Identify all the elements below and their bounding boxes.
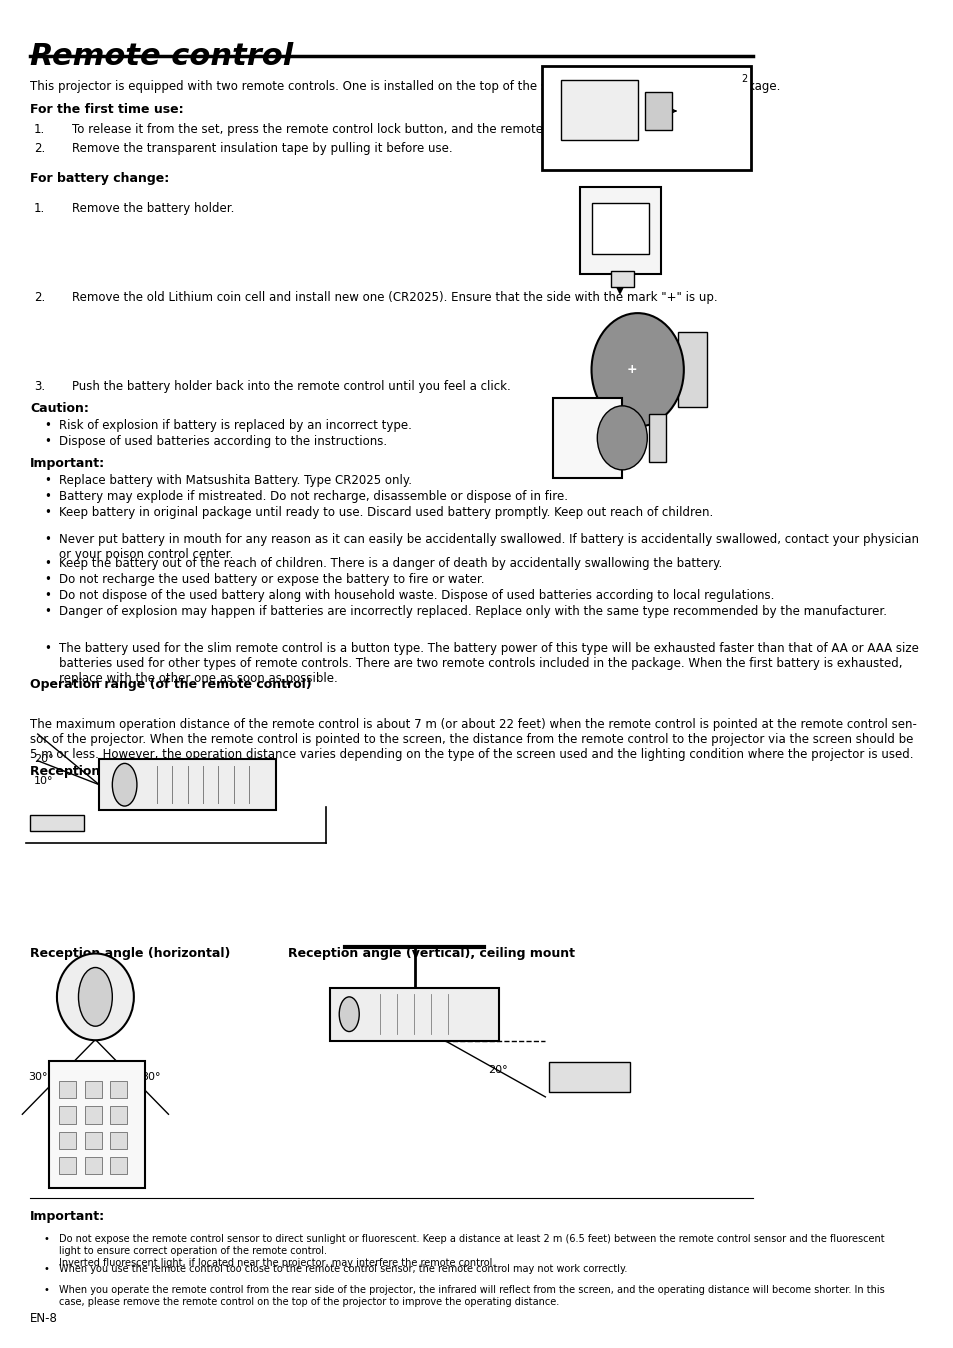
- Text: •: •: [44, 435, 51, 448]
- FancyBboxPatch shape: [59, 1107, 76, 1124]
- FancyBboxPatch shape: [110, 1157, 127, 1174]
- Text: •: •: [44, 1263, 50, 1274]
- FancyBboxPatch shape: [560, 81, 637, 140]
- Text: Remove the old Lithium coin cell and install new one (CR2025). Ensure that the s: Remove the old Lithium coin cell and ins…: [72, 291, 718, 305]
- Text: Do not dispose of the used battery along with household waste. Dispose of used b: Do not dispose of the used battery along…: [59, 589, 774, 601]
- FancyBboxPatch shape: [50, 1061, 145, 1188]
- Text: •: •: [44, 573, 51, 585]
- FancyBboxPatch shape: [579, 187, 660, 274]
- FancyBboxPatch shape: [110, 1107, 127, 1124]
- Text: Reception angle (horizontal): Reception angle (horizontal): [30, 948, 231, 961]
- Text: •: •: [44, 557, 51, 570]
- FancyBboxPatch shape: [649, 414, 665, 462]
- Text: 2.: 2.: [33, 142, 45, 155]
- Circle shape: [78, 968, 112, 1026]
- FancyBboxPatch shape: [85, 1107, 101, 1124]
- Text: •: •: [44, 532, 51, 546]
- Text: Danger of explosion may happen if batteries are incorrectly replaced. Replace on: Danger of explosion may happen if batter…: [59, 605, 886, 617]
- Ellipse shape: [57, 953, 133, 1041]
- Text: 20°: 20°: [487, 1065, 507, 1076]
- Text: Replace battery with Matsushita Battery. Type CR2025 only.: Replace battery with Matsushita Battery.…: [59, 474, 412, 487]
- Circle shape: [112, 763, 137, 806]
- FancyBboxPatch shape: [59, 1081, 76, 1099]
- FancyBboxPatch shape: [30, 816, 84, 832]
- Text: 2: 2: [740, 74, 747, 84]
- Text: 1.: 1.: [33, 123, 45, 136]
- FancyBboxPatch shape: [553, 398, 621, 479]
- Text: Important:: Important:: [30, 457, 105, 469]
- Text: When you operate the remote control from the rear side of the projector, the inf: When you operate the remote control from…: [59, 1285, 884, 1306]
- FancyBboxPatch shape: [59, 1157, 76, 1174]
- Text: For battery change:: For battery change:: [30, 173, 169, 186]
- Text: •: •: [44, 419, 51, 433]
- Text: Do not recharge the used battery or expose the battery to fire or water.: Do not recharge the used battery or expo…: [59, 573, 484, 585]
- Text: When you use the remote control too close to the remote control sensor, the remo: When you use the remote control too clos…: [59, 1263, 627, 1274]
- Text: The battery used for the slim remote control is a button type. The battery power: The battery used for the slim remote con…: [59, 642, 918, 685]
- Text: •: •: [44, 474, 51, 487]
- FancyBboxPatch shape: [59, 1131, 76, 1148]
- Text: For the first time use:: For the first time use:: [30, 102, 184, 116]
- Text: Remove the battery holder.: Remove the battery holder.: [72, 202, 234, 214]
- Circle shape: [339, 998, 359, 1031]
- Ellipse shape: [591, 313, 683, 426]
- Text: •: •: [44, 506, 51, 519]
- Text: Dispose of used batteries according to the instructions.: Dispose of used batteries according to t…: [59, 435, 387, 448]
- Text: +: +: [625, 364, 637, 376]
- Text: Operation range (of the remote control): Operation range (of the remote control): [30, 678, 312, 692]
- Text: The maximum operation distance of the remote control is about 7 m (or about 22 f: The maximum operation distance of the re…: [30, 718, 916, 762]
- Text: Do not expose the remote control sensor to direct sunlight or fluorescent. Keep : Do not expose the remote control sensor …: [59, 1235, 884, 1267]
- FancyBboxPatch shape: [110, 1081, 127, 1099]
- Text: Battery may explode if mistreated. Do not recharge, disassemble or dispose of in: Battery may explode if mistreated. Do no…: [59, 489, 568, 503]
- Text: Remove the transparent insulation tape by pulling it before use.: Remove the transparent insulation tape b…: [72, 142, 453, 155]
- Text: Reception angle (vertical): Reception angle (vertical): [30, 764, 213, 778]
- FancyBboxPatch shape: [85, 1131, 101, 1148]
- Text: 10°: 10°: [33, 775, 53, 786]
- Text: Remote control: Remote control: [30, 42, 293, 70]
- FancyBboxPatch shape: [85, 1157, 101, 1174]
- Text: Caution:: Caution:: [30, 402, 89, 415]
- FancyBboxPatch shape: [644, 92, 672, 129]
- Text: Risk of explosion if battery is replaced by an incorrect type.: Risk of explosion if battery is replaced…: [59, 419, 412, 433]
- Text: 30°: 30°: [29, 1072, 48, 1082]
- Text: •: •: [44, 1235, 50, 1244]
- Text: Push the battery holder back into the remote control until you feel a click.: Push the battery holder back into the re…: [72, 380, 511, 394]
- Text: 30°: 30°: [141, 1072, 161, 1082]
- Text: Reception angle (vertical), ceiling mount: Reception angle (vertical), ceiling moun…: [288, 948, 574, 961]
- Text: Never put battery in mouth for any reason as it can easily be accidentally swall: Never put battery in mouth for any reaso…: [59, 532, 919, 561]
- FancyBboxPatch shape: [549, 1062, 629, 1092]
- Text: •: •: [44, 642, 51, 655]
- FancyBboxPatch shape: [99, 759, 275, 810]
- Text: 1.: 1.: [33, 202, 45, 214]
- Text: Keep the battery out of the reach of children. There is a danger of death by acc: Keep the battery out of the reach of chi…: [59, 557, 721, 570]
- Text: This projector is equipped with two remote controls. One is installed on the top: This projector is equipped with two remo…: [30, 81, 780, 93]
- FancyBboxPatch shape: [330, 988, 498, 1041]
- FancyBboxPatch shape: [591, 204, 649, 253]
- Text: Keep battery in original package until ready to use. Discard used battery prompt: Keep battery in original package until r…: [59, 506, 713, 519]
- FancyBboxPatch shape: [85, 1081, 101, 1099]
- Text: Important:: Important:: [30, 1211, 105, 1224]
- Text: EN-8: EN-8: [30, 1312, 58, 1325]
- Text: •: •: [44, 589, 51, 601]
- Text: 20°: 20°: [33, 755, 53, 764]
- FancyBboxPatch shape: [610, 271, 633, 287]
- Text: 2.: 2.: [33, 291, 45, 305]
- FancyBboxPatch shape: [110, 1131, 127, 1148]
- Ellipse shape: [597, 406, 647, 470]
- Text: •: •: [44, 489, 51, 503]
- Text: To release it from the set, press the remote control lock button, and the remote: To release it from the set, press the re…: [72, 123, 730, 136]
- Text: •: •: [44, 1285, 50, 1295]
- FancyBboxPatch shape: [541, 66, 750, 170]
- Text: 3.: 3.: [33, 380, 45, 394]
- Text: •: •: [44, 605, 51, 617]
- FancyBboxPatch shape: [677, 333, 706, 407]
